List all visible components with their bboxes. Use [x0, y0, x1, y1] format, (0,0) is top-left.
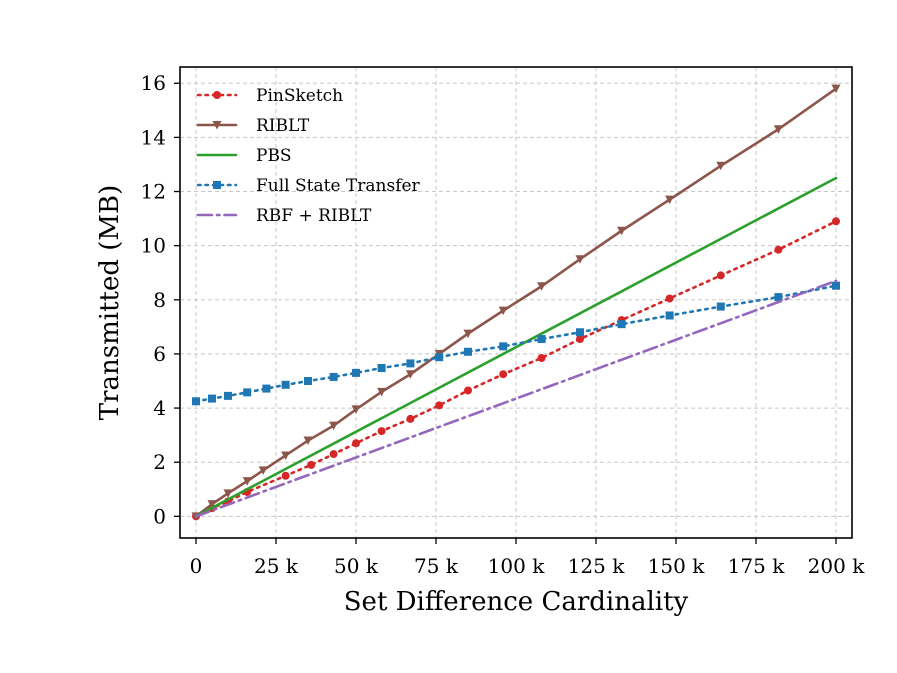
- y-tick-label: 12: [141, 180, 166, 204]
- data-point: [499, 342, 508, 351]
- data-point: [576, 328, 584, 337]
- x-tick-label: 50 k: [334, 554, 379, 578]
- x-tick-label: 25 k: [254, 554, 299, 578]
- data-point: [406, 359, 415, 368]
- y-tick-label: 16: [141, 71, 166, 95]
- data-point: [243, 388, 252, 397]
- data-point: [435, 401, 444, 410]
- data-point: [406, 414, 415, 423]
- data-point: [224, 391, 232, 400]
- data-point: [223, 489, 233, 498]
- x-axis-label: Set Difference Cardinality: [344, 587, 689, 617]
- series-rbf-riblt: [194, 279, 838, 518]
- data-point: [303, 436, 313, 446]
- x-tick-label: 0: [190, 554, 203, 578]
- y-tick-label: 10: [141, 234, 166, 258]
- data-point: [464, 386, 472, 395]
- data-point: [499, 370, 508, 379]
- data-point: [329, 372, 338, 381]
- legend-item: RIBLT: [196, 116, 310, 136]
- data-point: [832, 281, 840, 290]
- data-point: [498, 306, 508, 316]
- data-point: [377, 387, 387, 397]
- legend-item: PinSketch: [196, 86, 343, 106]
- x-tick-label: 150 k: [648, 554, 706, 578]
- data-point: [329, 421, 339, 431]
- y-tick-label: 14: [141, 125, 166, 149]
- data-point: [537, 353, 546, 362]
- data-point: [774, 293, 783, 302]
- legend-item: Full State Transfer: [196, 176, 421, 196]
- ticks: 0 25 k 50 k 75 k 100 k 125 k 150 k 175 k 200 k 0 2…: [141, 71, 866, 578]
- y-tick-label: 6: [153, 342, 166, 366]
- data-point: [213, 91, 221, 99]
- series-layer: [191, 84, 841, 521]
- data-point: [208, 394, 216, 403]
- y-tick-label: 0: [153, 504, 166, 528]
- data-point: [617, 226, 627, 236]
- x-tick-label: 175 k: [728, 554, 786, 578]
- data-point: [576, 335, 584, 344]
- data-point: [537, 282, 547, 291]
- y-tick-label: 2: [153, 450, 166, 474]
- grid: [180, 67, 852, 538]
- legend-item: PBS: [196, 146, 292, 166]
- data-point: [665, 294, 674, 303]
- data-point: [307, 460, 316, 469]
- x-tick-label: 75 k: [414, 554, 459, 578]
- data-point: [304, 377, 312, 385]
- data-point: [716, 271, 725, 280]
- data-point: [281, 451, 291, 460]
- series-full-state-transfer: [192, 281, 840, 406]
- data-point: [352, 368, 360, 377]
- legend-label: RBF + RIBLT: [256, 206, 372, 226]
- data-point: [832, 217, 840, 226]
- data-point: [212, 121, 222, 130]
- y-tick-label: 8: [153, 288, 166, 312]
- data-point: [281, 380, 290, 389]
- data-point: [281, 471, 290, 480]
- data-point: [774, 245, 783, 254]
- data-point: [773, 125, 783, 134]
- data-point: [665, 311, 674, 320]
- data-point: [716, 302, 725, 311]
- series-pbs: [194, 176, 838, 518]
- data-point: [665, 195, 675, 205]
- data-point: [262, 384, 271, 393]
- data-point: [617, 320, 626, 329]
- data-point: [207, 500, 217, 509]
- series-line: [194, 279, 838, 518]
- data-point: [329, 450, 338, 459]
- data-point: [242, 477, 252, 486]
- series-line: [194, 176, 838, 518]
- legend-label: PinSketch: [256, 86, 343, 106]
- data-point: [377, 364, 386, 373]
- data-point: [213, 181, 221, 189]
- data-point: [537, 335, 546, 344]
- data-point: [575, 255, 585, 264]
- data-point: [464, 347, 472, 356]
- data-point: [352, 439, 360, 448]
- x-tick-label: 100 k: [488, 554, 546, 578]
- data-point: [192, 397, 200, 406]
- data-point: [258, 466, 268, 475]
- x-tick-label: 125 k: [568, 554, 626, 578]
- legend-label: RIBLT: [256, 116, 310, 136]
- legend-label: PBS: [256, 146, 292, 166]
- series-line: [194, 219, 838, 518]
- data-point: [377, 427, 386, 436]
- data-point: [405, 370, 415, 379]
- data-point: [463, 329, 473, 339]
- data-point: [351, 405, 361, 414]
- data-point: [831, 84, 841, 94]
- y-tick-label: 4: [153, 396, 166, 420]
- legend-item: RBF + RIBLT: [196, 206, 372, 226]
- legend-label: Full State Transfer: [256, 176, 421, 196]
- x-tick-label: 200 k: [808, 554, 866, 578]
- legend: PinSketch RIBLT PBS Full State Transfer RBF …: [196, 86, 421, 226]
- data-point: [716, 161, 726, 171]
- y-axis-label: Transmitted (MB): [95, 185, 125, 421]
- data-point: [435, 353, 444, 362]
